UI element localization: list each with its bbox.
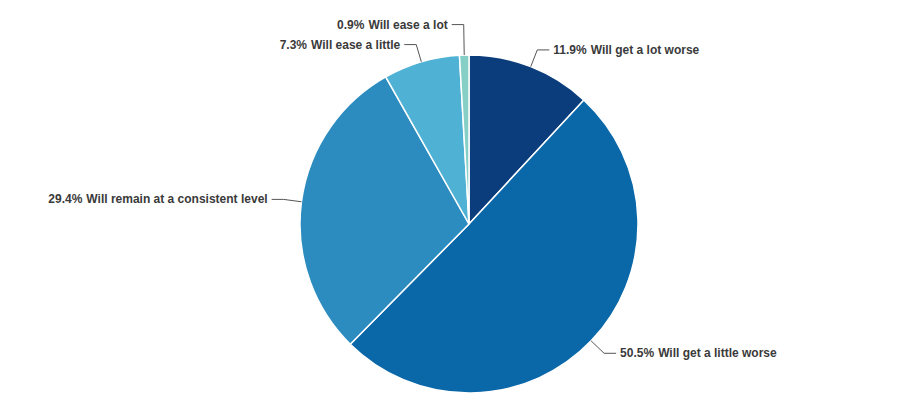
value-label: 7.3% — [280, 38, 307, 52]
leader-line — [404, 45, 421, 62]
category-label: Will get a little worse — [658, 346, 777, 360]
leader-line — [272, 199, 302, 201]
chart-wrap: 11.9% Will get a lot worse 50.5% Will get a… — [0, 0, 902, 406]
value-label: 50.5% — [620, 346, 654, 360]
pie-slice — [459, 55, 469, 224]
pie-slice — [386, 55, 469, 224]
slices — [300, 55, 638, 393]
slice-label: 7.3% Will ease a little — [280, 37, 401, 53]
value-label: 0.9% — [337, 18, 364, 32]
slice-label: 11.9% Will get a lot worse — [553, 42, 699, 58]
category-label: Will get a lot worse — [591, 43, 700, 57]
slice-label: 29.4% Will remain at a consistent level — [48, 191, 267, 207]
category-label: Will ease a lot — [368, 18, 447, 32]
value-label: 29.4% — [48, 192, 82, 206]
leader-lines — [272, 25, 616, 354]
category-label: Will remain at a consistent level — [86, 192, 267, 206]
leader-line — [531, 50, 550, 67]
leader-line — [591, 341, 616, 353]
slice-label: 0.9% Will ease a lot — [337, 17, 448, 33]
value-label: 11.9% — [553, 43, 586, 57]
slice-label: 50.5% Will get a little worse — [620, 345, 777, 361]
category-label: Will ease a little — [311, 38, 400, 52]
leader-line — [452, 25, 465, 55]
